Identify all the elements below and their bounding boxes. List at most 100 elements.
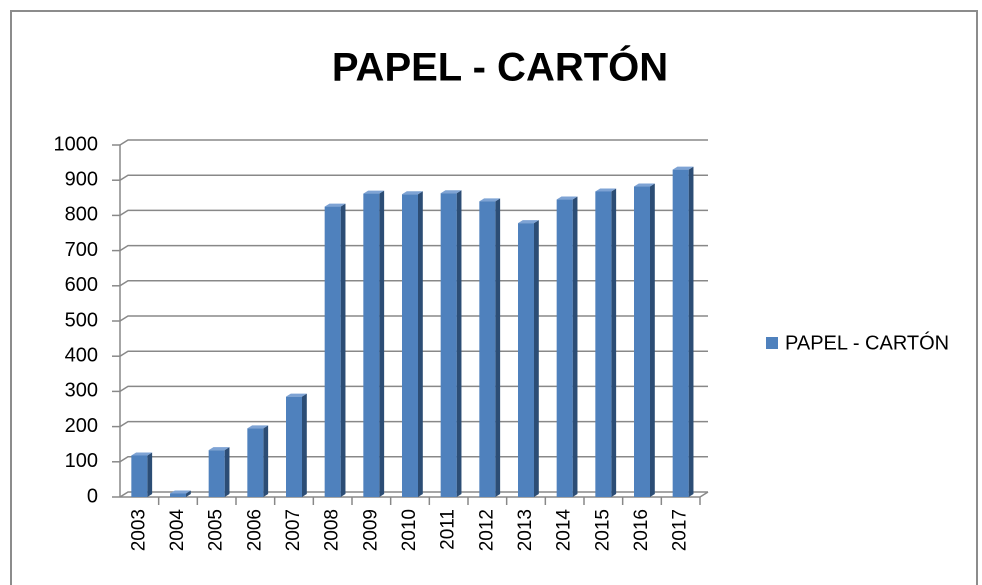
y-tick-label: 700 — [65, 239, 98, 261]
grid-line — [119, 491, 708, 498]
y-tick-label: 0 — [87, 485, 98, 507]
grid-line — [119, 385, 708, 393]
bar-front — [208, 450, 225, 497]
bar-side — [456, 190, 462, 497]
bar-top — [595, 188, 617, 192]
grid-line — [119, 315, 708, 322]
bar-top — [634, 183, 655, 187]
grid-line — [119, 420, 708, 428]
bar-front — [170, 493, 186, 497]
x-tick-label: 2009 — [360, 509, 381, 551]
x-tick-label: 2005 — [206, 509, 227, 551]
bar-side — [572, 196, 578, 497]
bar — [170, 490, 191, 497]
bar-front — [556, 199, 573, 497]
bar-top — [402, 191, 423, 195]
bar — [595, 188, 617, 498]
bar — [402, 191, 423, 497]
x-tick-label: 2007 — [283, 509, 304, 551]
bar-top — [131, 452, 153, 456]
bar-front — [286, 396, 302, 497]
x-tick-label: 2010 — [399, 509, 420, 551]
bar — [634, 183, 655, 497]
bar-side — [186, 490, 191, 497]
bar-front — [479, 201, 496, 497]
bar — [518, 220, 539, 498]
bar-top — [208, 447, 230, 451]
bar-side — [263, 425, 269, 497]
grid-line — [119, 139, 708, 146]
bar-side — [147, 452, 153, 497]
bar-side — [611, 188, 617, 498]
bar — [440, 190, 462, 497]
grid-line — [119, 174, 708, 181]
bar-front — [131, 455, 148, 497]
bar-top — [440, 190, 462, 194]
bar-top — [518, 220, 539, 224]
bar — [324, 203, 346, 497]
bar-side — [495, 198, 501, 497]
bar-top — [363, 190, 385, 194]
grid-line — [119, 244, 708, 252]
bar-side — [302, 393, 307, 497]
y-tick-label: 500 — [65, 309, 98, 331]
x-tick-label: 2015 — [592, 509, 613, 551]
x-tick-label: 2013 — [515, 509, 536, 551]
y-tick-label: 900 — [65, 168, 98, 190]
bar-front — [363, 193, 380, 498]
bar-top — [170, 490, 191, 494]
x-tick-label: 2014 — [554, 509, 575, 552]
x-tick-label: 2017 — [670, 509, 691, 551]
bar — [286, 393, 307, 497]
bar-side — [379, 190, 385, 498]
bar-front — [595, 191, 612, 498]
bar — [479, 198, 501, 497]
bar-front — [634, 186, 650, 497]
x-tick-label: 2008 — [322, 509, 343, 551]
x-tick-label: 2016 — [631, 509, 652, 551]
x-tick-label: 2006 — [244, 509, 265, 551]
y-tick-label: 800 — [65, 204, 98, 226]
bar-front — [672, 169, 689, 497]
bar — [363, 190, 385, 498]
bar-top — [672, 166, 694, 170]
bar-front — [518, 223, 534, 498]
bar-top — [286, 393, 307, 397]
bar-front — [440, 193, 457, 497]
x-tick-label: 2012 — [476, 509, 497, 551]
y-tick-label: 100 — [65, 450, 98, 472]
bar-top — [324, 203, 346, 207]
grid-line — [119, 280, 708, 287]
bar-front — [324, 206, 341, 497]
grid-line — [119, 350, 708, 357]
bar-side — [650, 183, 655, 497]
bar-side — [688, 166, 694, 497]
bar-front — [402, 194, 418, 497]
y-tick-label: 200 — [65, 415, 98, 437]
bar-side — [418, 191, 423, 497]
bar — [247, 425, 269, 497]
bar-top — [247, 425, 269, 429]
bar — [556, 196, 578, 497]
bar-front — [247, 428, 264, 497]
bar-top — [479, 198, 501, 202]
grid-line — [119, 456, 708, 463]
y-tick-label: 400 — [65, 344, 98, 366]
bar — [131, 452, 153, 497]
x-tick-label: 2003 — [128, 509, 149, 551]
x-tick-label: 2004 — [167, 509, 188, 552]
bar — [672, 166, 694, 497]
y-tick-label: 300 — [65, 380, 98, 402]
grid-line — [119, 209, 708, 217]
x-tick-label: 2011 — [438, 509, 459, 550]
legend-swatch — [766, 337, 778, 349]
bar-side — [340, 203, 346, 497]
bar-side — [224, 447, 230, 497]
bar-top — [556, 196, 578, 200]
bar-side — [534, 220, 539, 498]
y-tick-label: 600 — [65, 274, 98, 296]
bar — [208, 447, 230, 497]
legend-label: PAPEL - CARTÓN — [785, 331, 949, 354]
y-tick-label: 1000 — [54, 133, 99, 155]
